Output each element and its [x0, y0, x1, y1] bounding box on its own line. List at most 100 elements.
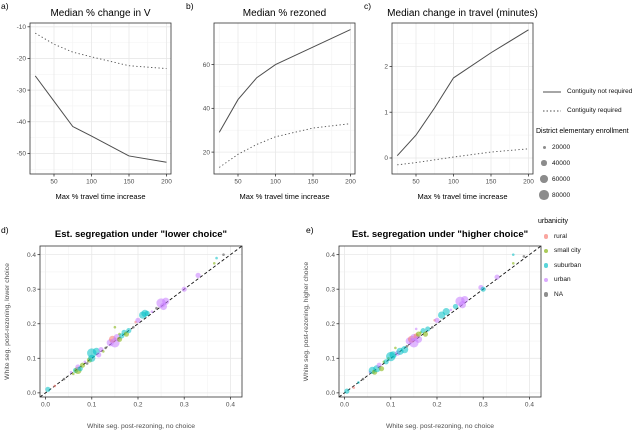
svg-text:100: 100: [86, 179, 97, 186]
color-dot-icon: [538, 263, 554, 268]
color-dot-icon: [538, 248, 554, 253]
legend-item-contiguity-solid: Contiguity not required: [542, 82, 640, 101]
solid-line-sample-icon: [543, 90, 561, 93]
contiguity-legend: Contiguity not required Contiguity requir…: [542, 82, 640, 120]
svg-text:-10: -10: [17, 24, 27, 31]
svg-text:0.1: 0.1: [87, 402, 96, 409]
legend-item-enrollment-20000: 20000: [536, 139, 640, 155]
line-chart-median-change-in-travel: 50 100 150 200 0 1 2 Median change in travel (m…: [384, 8, 538, 201]
svg-text:200: 200: [345, 179, 356, 186]
dotted-line-sample-icon: [543, 109, 561, 112]
legend-item-label: 60000: [552, 175, 571, 183]
svg-text:White seg. post-rezoning, no c: White seg. post-rezoning, no choice: [386, 423, 494, 430]
panel-label-e: e): [306, 225, 314, 235]
color-dot-icon: [538, 277, 554, 282]
panel-label-b: b): [186, 1, 194, 11]
legend-item-urbanicity-small-city: small city: [538, 244, 638, 259]
svg-text:0.4: 0.4: [525, 402, 534, 409]
svg-text:60: 60: [203, 62, 211, 69]
svg-text:White seg. post-rezoning, no c: White seg. post-rezoning, no choice: [87, 423, 195, 430]
svg-text:Est. segregation under "lower: Est. segregation under "lower choice": [55, 229, 227, 240]
scatter-chart-lower-choice: 0.0 0.1 0.2 0.3 0.4 0.0 0.1 0.2 0.3 0.4 Est. segre…: [4, 229, 243, 430]
svg-text:0.0: 0.0: [41, 402, 50, 409]
svg-text:0.3: 0.3: [326, 286, 335, 293]
svg-text:Median % change in V: Median % change in V: [50, 8, 150, 19]
svg-text:0.2: 0.2: [326, 321, 335, 328]
svg-text:White seg. post-rezoning, high: White seg. post-rezoning, higher choice: [303, 262, 310, 382]
size-dot-icon: [536, 190, 552, 200]
svg-text:50: 50: [234, 179, 242, 186]
legend-item-label: NA: [554, 290, 564, 298]
size-dot-icon: [536, 145, 552, 149]
svg-text:0.1: 0.1: [326, 355, 335, 362]
svg-text:Max % travel time increase: Max % travel time increase: [55, 192, 145, 201]
legend-item-urbanicity-urban: urban: [538, 273, 638, 288]
svg-text:-30: -30: [17, 87, 27, 94]
svg-text:50: 50: [412, 179, 420, 186]
svg-text:20: 20: [203, 149, 211, 156]
svg-text:0.1: 0.1: [27, 355, 36, 362]
legend-item-urbanicity-suburban: suburban: [538, 258, 638, 273]
legend-item-label: 20000: [552, 143, 571, 151]
enrollment-legend-title: District elementary enrollment: [536, 128, 629, 135]
svg-text:0.0: 0.0: [340, 402, 349, 409]
svg-text:0.2: 0.2: [27, 321, 36, 328]
enrollment-legend-items: 20000 40000 60000 80000: [536, 139, 640, 203]
svg-text:Max % travel time increase: Max % travel time increase: [239, 192, 329, 201]
svg-text:150: 150: [308, 179, 319, 186]
size-dot-icon: [536, 160, 552, 166]
urbanicity-legend-items: rural small city suburban urban NA: [538, 229, 638, 302]
svg-text:0.2: 0.2: [432, 402, 441, 409]
svg-text:Median change in travel (minut: Median change in travel (minutes): [387, 8, 538, 19]
legend-item-urbanicity-rural: rural: [538, 229, 638, 244]
line-chart-median-pct-change-in-v: 50 100 150 200 -10 -20 -30 -40 -50 Median % chang…: [17, 8, 173, 201]
enrollment-legend: District elementary enrollment 20000 4000…: [536, 128, 640, 203]
color-dot-icon: [538, 292, 554, 297]
svg-text:50: 50: [50, 179, 58, 186]
color-dot-icon: [538, 234, 554, 239]
svg-text:0.0: 0.0: [326, 390, 335, 397]
svg-text:Median % rezoned: Median % rezoned: [243, 8, 326, 19]
legend-item-label: 40000: [552, 159, 571, 167]
svg-text:0.4: 0.4: [27, 252, 36, 259]
legend-item-label: suburban: [554, 261, 582, 269]
svg-text:0.2: 0.2: [133, 402, 142, 409]
panel-label-a: a): [1, 1, 9, 11]
legend-item-enrollment-60000: 60000: [536, 171, 640, 187]
legend-item-label: urban: [554, 276, 571, 284]
svg-text:1: 1: [384, 109, 388, 116]
size-dot-icon: [536, 175, 552, 183]
svg-text:Max % travel time increase: Max % travel time increase: [417, 192, 507, 201]
svg-text:0.4: 0.4: [226, 402, 235, 409]
svg-text:0.0: 0.0: [27, 390, 36, 397]
legend-item-label: small city: [554, 247, 581, 255]
svg-text:150: 150: [124, 179, 135, 186]
urbanicity-legend-title: urbanicity: [538, 218, 568, 225]
svg-text:-40: -40: [17, 119, 27, 126]
svg-text:100: 100: [270, 179, 281, 186]
svg-text:-20: -20: [17, 56, 27, 63]
scatter-chart-higher-choice: 0.0 0.1 0.2 0.3 0.4 0.0 0.1 0.2 0.3 0.4 Est. segre…: [303, 229, 542, 430]
svg-text:0.3: 0.3: [180, 402, 189, 409]
svg-text:2: 2: [384, 64, 388, 71]
svg-text:0.3: 0.3: [27, 286, 36, 293]
svg-text:200: 200: [523, 179, 534, 186]
legend-item-enrollment-80000: 80000: [536, 187, 640, 203]
svg-text:White seg. post-rezoning, lowe: White seg. post-rezoning, lower choice: [4, 263, 11, 380]
urbanicity-legend: urbanicity rural small city suburban urban N…: [538, 218, 638, 302]
legend-item-enrollment-40000: 40000: [536, 155, 640, 171]
legend-item-label: Contiguity required: [567, 107, 622, 114]
panel-label-c: c): [364, 1, 372, 11]
legend-item-contiguity-dotted: Contiguity required: [542, 101, 640, 120]
svg-text:200: 200: [161, 179, 172, 186]
svg-text:40: 40: [203, 106, 211, 113]
svg-text:Est. segregation under "higher: Est. segregation under "higher choice": [352, 229, 528, 240]
legend-item-label: rural: [554, 232, 568, 240]
svg-text:100: 100: [448, 179, 459, 186]
svg-text:0.3: 0.3: [479, 402, 488, 409]
svg-text:-50: -50: [17, 151, 27, 158]
svg-text:150: 150: [486, 179, 497, 186]
legend-item-label: Contiguity not required: [567, 88, 633, 95]
panel-label-d: d): [1, 225, 9, 235]
